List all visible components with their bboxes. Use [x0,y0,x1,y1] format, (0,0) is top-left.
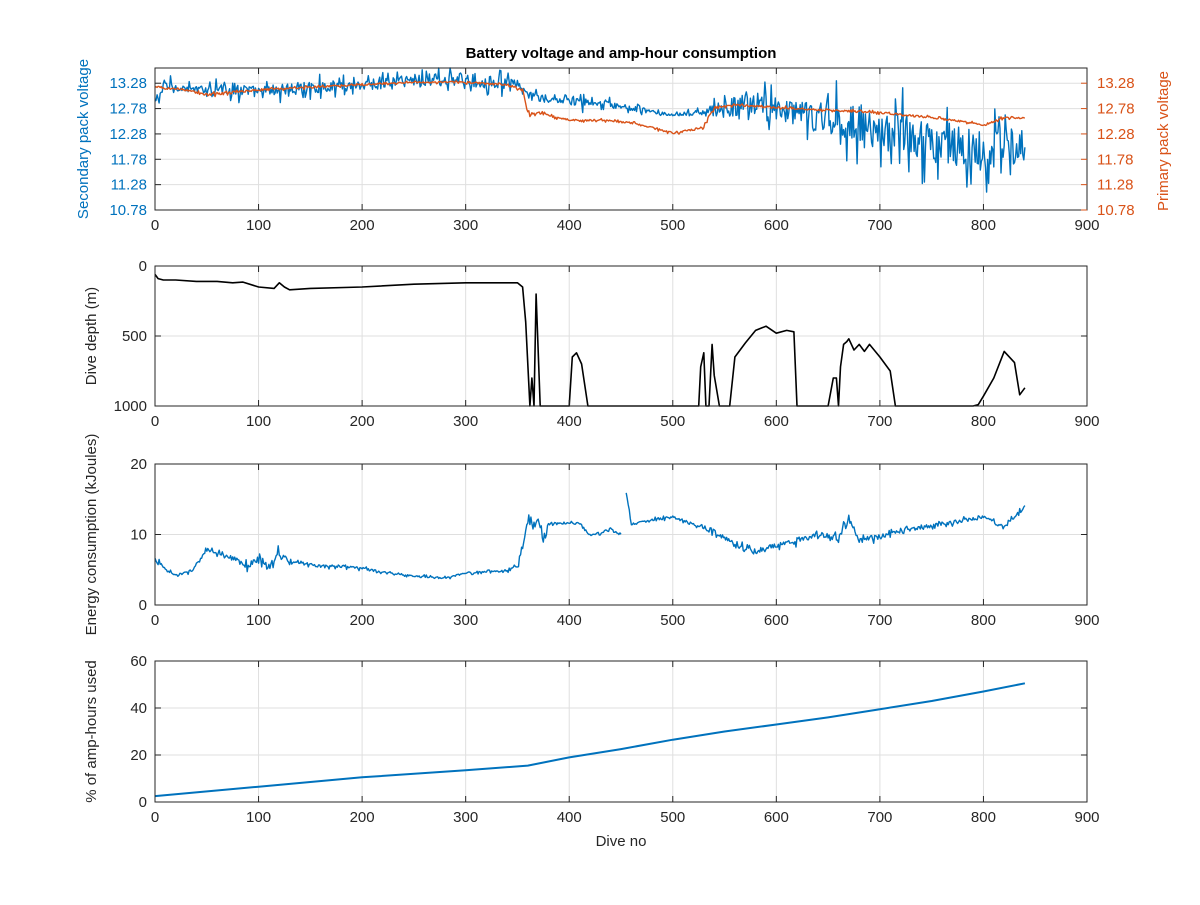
x-tick-label: 200 [350,413,375,430]
x-tick-label: 300 [453,217,478,234]
axes-box-0 [154,67,1088,211]
y-right-tick-label: 10.78 [1097,202,1135,219]
x-tick-label: 300 [453,413,478,430]
x-tick-label: 200 [350,809,375,826]
x-tick-label: 400 [557,809,582,826]
x-tick-label: 0 [151,413,159,430]
y-axis-label: Energy consumption (kJoules) [83,434,100,636]
y-tick-label: 0 [139,258,147,275]
y-axis-label: Dive depth (m) [83,287,100,385]
y-right-tick-label: 12.28 [1097,126,1135,143]
x-tick-label: 400 [557,612,582,629]
y-right-tick-label: 12.78 [1097,101,1135,118]
x-tick-label: 500 [660,217,685,234]
x-tick-label: 500 [660,413,685,430]
x-tick-label: 800 [971,612,996,629]
y-tick-label: 40 [130,700,147,717]
x-tick-label: 700 [867,809,892,826]
x-tick-label: 600 [764,217,789,234]
y-axis-label-right: Primary pack voltage [1155,71,1172,211]
x-tick-label: 0 [151,612,159,629]
y-tick-label: 11.78 [111,151,147,168]
x-tick-label: 800 [971,809,996,826]
y-axis-label: Secondary pack voltage [75,59,92,219]
x-tick-label: 500 [660,809,685,826]
x-tick-label: 900 [1074,413,1099,430]
y-axis-label: % of amp-hours used [83,660,100,803]
y-tick-label: 20 [130,747,147,764]
series-line-1-0 [154,273,1026,407]
x-tick-label: 400 [557,217,582,234]
y-tick-label: 500 [122,328,147,345]
x-tick-label: 200 [350,217,375,234]
series-line-2-0-seg1 [625,492,1026,555]
x-tick-label: 500 [660,612,685,629]
y-right-tick-label: 11.28 [1097,177,1133,194]
x-tick-label: 700 [867,217,892,234]
x-tick-label: 300 [453,612,478,629]
x-tick-label: 900 [1074,612,1099,629]
x-tick-label: 0 [151,217,159,234]
y-tick-label: 13.28 [109,75,147,92]
x-tick-label: 800 [971,413,996,430]
series-line-0-1 [154,80,1025,135]
y-right-tick-label: 13.28 [1097,75,1135,92]
x-tick-label: 900 [1074,809,1099,826]
x-tick-label: 300 [453,809,478,826]
y-tick-label: 0 [139,794,147,811]
x-tick-label: 100 [246,612,271,629]
y-tick-label: 11.28 [111,177,147,194]
axes-box-3 [154,660,1088,803]
y-tick-label: 60 [130,653,147,670]
y-tick-label: 10 [130,527,147,544]
x-tick-label: 700 [867,413,892,430]
x-tick-label: 600 [764,612,789,629]
y-tick-label: 12.78 [109,101,147,118]
series-line-2-0-seg0 [154,514,622,580]
y-tick-label: 0 [139,597,147,614]
x-tick-label: 700 [867,612,892,629]
x-axis-label: Dive no [596,833,647,850]
y-tick-label: 1000 [114,398,147,415]
x-tick-label: 600 [764,809,789,826]
x-tick-label: 400 [557,413,582,430]
x-tick-label: 800 [971,217,996,234]
y-tick-label: 12.28 [109,126,147,143]
x-tick-label: 100 [246,217,271,234]
x-tick-label: 0 [151,809,159,826]
x-tick-label: 100 [246,809,271,826]
x-tick-label: 600 [764,413,789,430]
x-tick-label: 100 [246,413,271,430]
series-line-3-0 [154,682,1026,798]
y-tick-label: 20 [130,456,147,473]
y-right-tick-label: 11.78 [1097,151,1133,168]
chart-title: Battery voltage and amp-hour consumption [466,45,777,62]
x-tick-label: 900 [1074,217,1099,234]
series-line-0-0 [154,67,1026,193]
x-tick-label: 200 [350,612,375,629]
y-tick-label: 10.78 [109,202,147,219]
